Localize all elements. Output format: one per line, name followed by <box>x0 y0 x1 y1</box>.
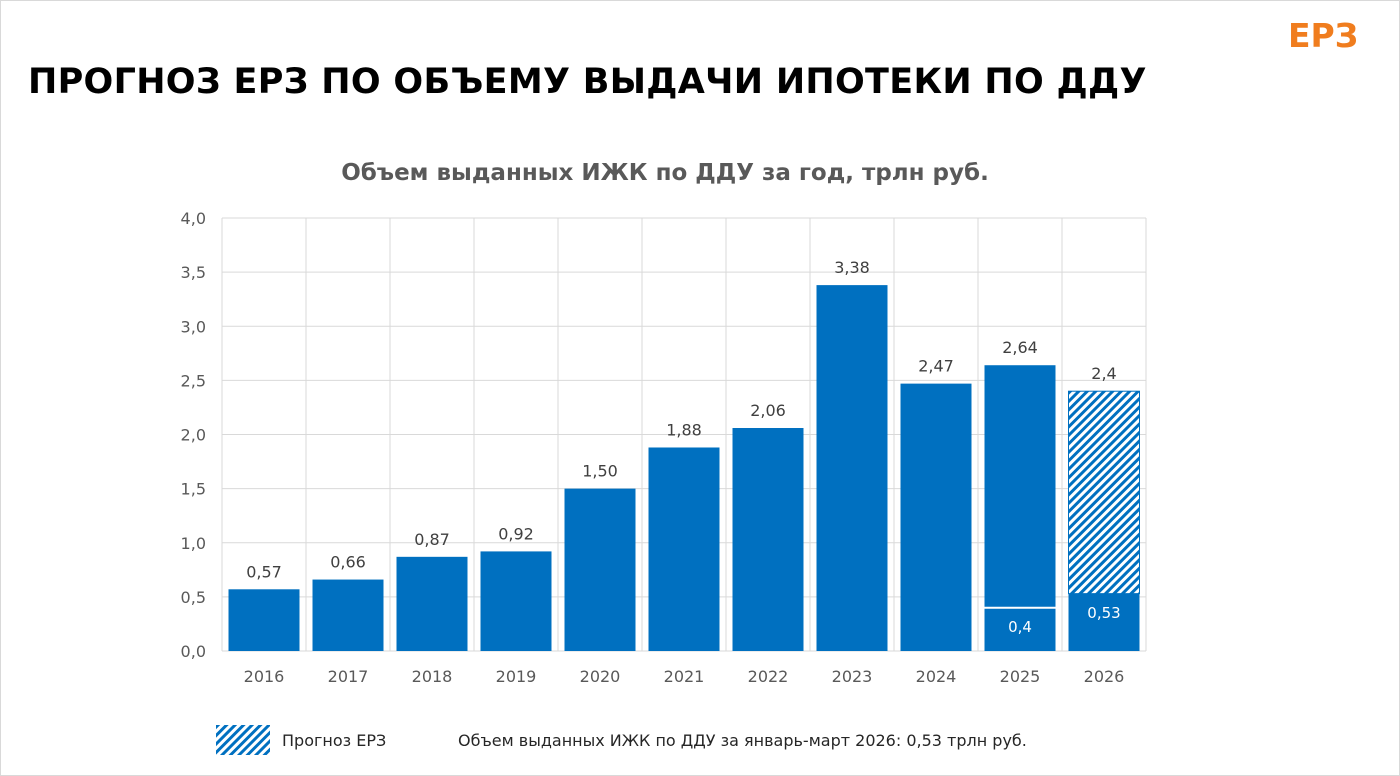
x-tick-label: 2021 <box>664 667 705 686</box>
bar-2021 <box>648 447 720 651</box>
erz-logo: ЕРЗ <box>1288 16 1358 55</box>
bar-2022 <box>732 428 804 651</box>
data-label-2019: 0,92 <box>498 524 534 543</box>
x-tick-label: 2016 <box>244 667 285 686</box>
bar-2016 <box>228 589 300 651</box>
data-label-2025: 2,64 <box>1002 338 1038 357</box>
bar-2024 <box>900 383 972 651</box>
data-label-2022: 2,06 <box>750 401 786 420</box>
data-label-2020: 1,50 <box>582 462 618 481</box>
data-label-2016: 0,57 <box>246 562 282 581</box>
bar-forecast-2026 <box>1068 390 1140 595</box>
y-tick-label: 1,5 <box>181 480 206 499</box>
bar-2018 <box>396 556 468 651</box>
bar-2025 <box>984 365 1056 651</box>
y-tick-label: 1,0 <box>181 534 206 553</box>
inner-label-2025: 0,4 <box>1008 618 1032 636</box>
footnote: Объем выданных ИЖК по ДДУ за январь-март… <box>458 731 1027 750</box>
x-tick-label: 2024 <box>916 667 957 686</box>
bar-2019 <box>480 551 552 651</box>
y-tick-label: 0,5 <box>181 588 206 607</box>
legend-forecast-label: Прогноз ЕРЗ <box>282 731 387 750</box>
y-tick-label: 2,0 <box>181 426 206 445</box>
data-label-2021: 1,88 <box>666 420 702 439</box>
x-tick-label: 2019 <box>496 667 537 686</box>
y-tick-label: 4,0 <box>181 209 206 228</box>
data-label-2024: 2,47 <box>918 357 954 376</box>
chart-title: Объем выданных ИЖК по ДДУ за год, трлн р… <box>341 160 989 186</box>
bar-2023 <box>816 285 888 651</box>
chart-bars <box>228 285 1140 651</box>
x-tick-label: 2020 <box>580 667 621 686</box>
y-tick-label: 2,5 <box>181 371 206 390</box>
chart-labels: 0,0 0,5 1,0 1,5 2,0 2,5 3,0 3,5 4,0 0,57 2016 0,66 2… <box>181 209 1125 686</box>
page-title: ПРОГНОЗ ЕРЗ ПО ОБЪЕМУ ВЫДАЧИ ИПОТЕКИ ПО … <box>28 62 1147 102</box>
x-tick-label: 2018 <box>412 667 453 686</box>
x-tick-label: 2022 <box>748 667 789 686</box>
data-label-2026: 2,4 <box>1091 364 1116 383</box>
data-label-2017: 0,66 <box>330 553 366 572</box>
x-tick-label: 2023 <box>832 667 873 686</box>
x-tick-label: 2017 <box>328 667 369 686</box>
data-label-2018: 0,87 <box>414 530 450 549</box>
x-tick-label: 2026 <box>1084 667 1125 686</box>
y-tick-label: 3,5 <box>181 263 206 282</box>
inner-label-2026: 0,53 <box>1087 604 1120 622</box>
data-label-2023: 3,38 <box>834 258 870 277</box>
bar-2020 <box>564 488 636 651</box>
bar-actual-segment-2026 <box>1068 593 1140 651</box>
y-tick-label: 0,0 <box>181 642 206 661</box>
x-tick-label: 2025 <box>1000 667 1041 686</box>
bar-2017 <box>312 579 384 651</box>
legend-forecast-swatch <box>216 725 270 755</box>
y-tick-label: 3,0 <box>181 317 206 336</box>
svg-text:ЕРЗ: ЕРЗ <box>1288 16 1358 55</box>
